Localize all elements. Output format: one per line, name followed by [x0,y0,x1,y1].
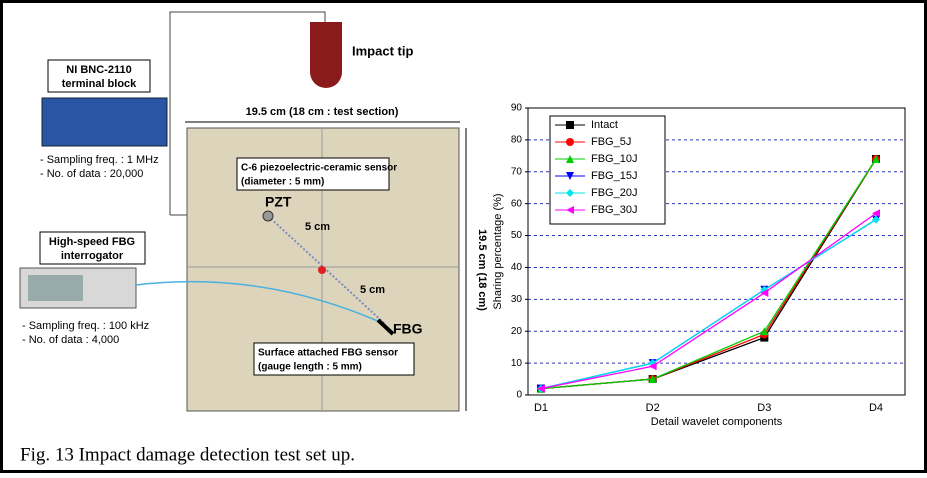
series-line [540,212,877,390]
label: 5 cm [360,284,385,296]
x-tick-label: D4 [869,402,883,414]
y-tick-label: 70 [511,166,523,177]
label: High-speed FBG [49,236,135,248]
marker [648,362,657,371]
marker [872,155,880,164]
legend-marker [566,189,574,197]
legend-marker [566,138,574,146]
legend-marker [566,206,574,214]
label: C-6 piezoelectric-ceramic sensor [241,163,397,174]
wire [169,11,326,215]
label: Impact tip [352,43,413,58]
spec: - No. of data : 4,000 [22,334,119,346]
x-tick-label: D1 [534,402,548,414]
daq-device [41,97,168,147]
legend-marker [566,155,574,163]
fbg-sensor [376,318,395,336]
legend-label: FBG_5J [591,136,631,148]
label-box [236,157,390,191]
label: (diameter : 5 mm) [241,177,324,188]
label: (gauge length : 5 mm) [258,362,362,373]
label: FBG [393,321,423,337]
marker [872,215,880,224]
series-line [540,219,877,390]
chart: 0 10 20 30 40 50 60 70 80 90 D1 D2 D3 D4 Detail wavele… [492,103,906,428]
y-tick-label: 90 [511,103,523,114]
y-tick-label: 60 [511,198,523,209]
x-axis-label: Detail wavelet components [651,416,783,428]
marker [760,288,769,297]
x-tick-label: D2 [646,402,660,414]
label-box [39,231,146,265]
label-box [253,342,415,376]
label: PZT [265,194,292,210]
label: 19.5 cm (18 cm) [476,229,488,311]
pzt-sensor [262,210,274,222]
legend-label: FBG_20J [591,187,637,199]
marker [537,384,545,393]
label: 19.5 cm (18 cm : test section) [246,106,399,118]
impact-point [318,266,326,274]
y-tick-label: 30 [511,294,523,305]
legend-box [549,115,666,225]
marker [760,327,769,336]
y-tick-label: 40 [511,262,523,273]
series-line [540,158,877,390]
label: 5 cm [305,221,330,233]
y-tick-label: 10 [511,358,523,369]
legend-marker [566,121,574,129]
legend-marker [566,172,574,180]
marker [872,209,880,218]
y-tick-label: 80 [511,135,523,146]
label-box [47,59,151,93]
label: Surface attached FBG sensor [258,348,398,359]
x-tick-label: D3 [757,402,771,414]
spec: - No. of data : 20,000 [40,168,143,180]
spec: - Sampling freq. : 1 MHz [40,154,159,166]
label: NI BNC-2110 [66,64,131,76]
y-axis-label: Sharing percentage (%) [492,193,504,309]
y-tick-label: 50 [511,230,523,241]
legend-label: FBG_30J [591,204,637,216]
impact-tip [310,22,342,88]
caption: Fig. 13 Impact damage detection test set… [20,444,355,465]
legend-label: FBG_10J [591,153,637,165]
fiber [135,280,381,323]
label: terminal block [62,78,137,90]
marker [648,375,657,384]
y-tick-label: 0 [516,390,522,401]
legend-label: FBG_15J [591,170,637,182]
legend-label: Intact [591,119,618,131]
spec: - Sampling freq. : 100 kHz [22,320,149,332]
label: interrogator [61,250,124,262]
plot-frame [527,107,906,396]
y-tick-label: 20 [511,326,523,337]
screen [28,275,83,301]
path-line [267,215,386,325]
